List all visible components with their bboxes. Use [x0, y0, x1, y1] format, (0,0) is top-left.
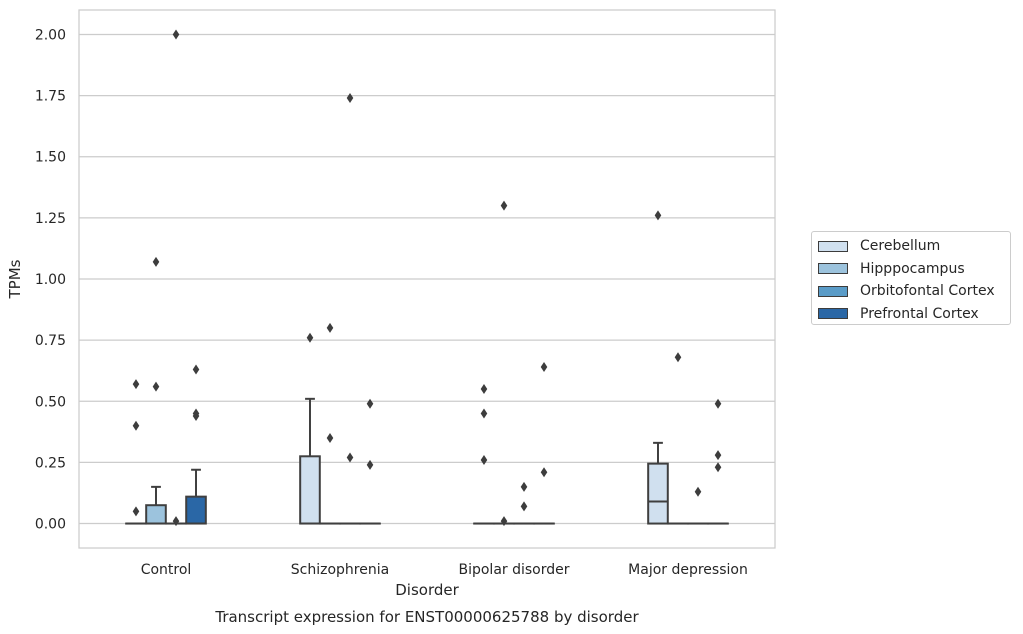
chart-title: Transcript expression for ENST0000062578…	[214, 608, 639, 626]
y-tick-label: 1.25	[35, 211, 66, 227]
outlier-point	[326, 432, 334, 443]
outlier-point	[714, 462, 722, 473]
outlier-point	[132, 379, 140, 390]
legend-label: Hipppocampus	[860, 260, 965, 277]
outlier-point	[480, 454, 488, 465]
plot-frame	[78, 9, 776, 549]
box-body	[145, 504, 167, 525]
legend-swatch	[818, 263, 848, 275]
box-body	[185, 495, 207, 525]
x-tick-labels: Control Schizophrenia Bipolar disorder Majo…	[141, 562, 748, 578]
legend-label: Prefrontal Cortex	[860, 305, 979, 322]
outlier-point	[366, 398, 374, 409]
box-major-depression-0	[647, 441, 669, 525]
outlier-point	[326, 322, 334, 333]
legend-label: Cerebellum	[860, 238, 941, 255]
outlier-point	[306, 332, 314, 343]
y-tick-label: 1.75	[35, 89, 66, 105]
legend-item-prefrontal-cortex: Prefrontal Cortex	[818, 303, 1010, 326]
outlier-point	[674, 352, 682, 363]
outlier-point	[714, 450, 722, 461]
outlier-point	[500, 516, 508, 527]
outlier-point	[654, 210, 662, 221]
outlier-point	[540, 362, 548, 373]
legend-item-cerebellum: Cerebellum	[818, 235, 1010, 258]
outlier-point	[714, 398, 722, 409]
box-body	[299, 455, 321, 525]
outlier-point	[152, 381, 160, 392]
x-tick-label: Major depression	[628, 562, 748, 578]
outlier-point	[694, 486, 702, 497]
y-tick-label: 0.00	[35, 517, 66, 533]
legend: Cerebellum Hipppocampus Orbitofontal Cor…	[811, 231, 1011, 325]
box-control-1	[145, 485, 167, 525]
outlier-point	[480, 384, 488, 395]
outlier-point	[132, 506, 140, 517]
grid-lines	[79, 33, 775, 525]
outlier-point	[480, 408, 488, 419]
legend-swatch	[818, 285, 848, 297]
outlier-point	[152, 256, 160, 267]
outlier-point	[366, 459, 374, 470]
legend-swatch	[818, 240, 848, 252]
box-control-3	[185, 468, 207, 525]
legend-label: Orbitofontal Cortex	[860, 283, 995, 300]
outlier-point	[192, 364, 200, 375]
y-tick-label: 0.50	[35, 394, 66, 410]
x-axis-title: Disorder	[395, 581, 459, 599]
x-tick-label: Schizophrenia	[291, 562, 389, 578]
y-tick-label: 0.25	[35, 455, 66, 471]
legend-swatch	[818, 308, 848, 320]
legend-item-orbitofrontal-cortex: Orbitofontal Cortex	[818, 280, 1010, 303]
outlier-point	[132, 420, 140, 431]
box-body	[647, 462, 669, 525]
outlier-point	[346, 93, 354, 104]
x-tick-label: Control	[141, 562, 192, 578]
y-tick-label: 1.00	[35, 272, 66, 288]
boxes	[125, 397, 729, 525]
y-axis-title: TPMs	[6, 259, 24, 299]
outlier-point	[500, 200, 508, 211]
box-schizophrenia-0	[299, 397, 321, 525]
legend-item-hippocampus: Hipppocampus	[818, 258, 1010, 281]
outlier-point	[172, 516, 180, 527]
outlier-point	[540, 467, 548, 478]
y-tick-label: 2.00	[35, 27, 66, 43]
x-tick-label: Bipolar disorder	[458, 562, 569, 578]
y-tick-label: 0.75	[35, 333, 66, 349]
outlier-point	[346, 452, 354, 463]
outlier-point	[520, 501, 528, 512]
outlier-point	[172, 29, 180, 40]
y-tick-label: 1.50	[35, 150, 66, 166]
y-tick-labels: 0.00 0.25 0.50 0.75 1.00 1.25 1.50 1.75 2.00	[35, 27, 66, 532]
outlier-point	[192, 408, 200, 419]
outlier-point	[520, 481, 528, 492]
outliers	[132, 29, 722, 527]
